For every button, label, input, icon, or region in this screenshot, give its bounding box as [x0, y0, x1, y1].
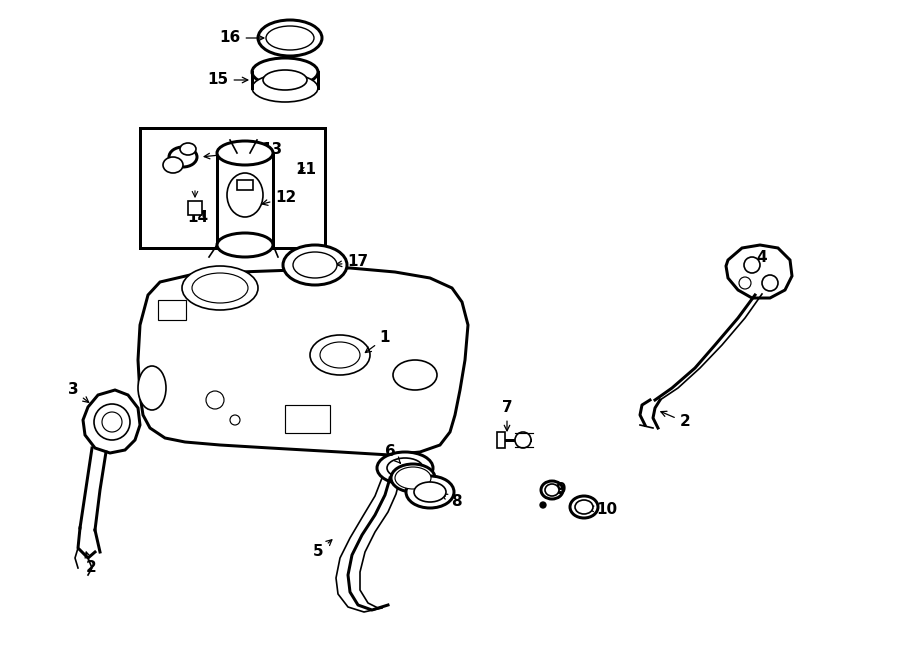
Ellipse shape: [575, 500, 593, 514]
Text: 14: 14: [187, 210, 209, 225]
Ellipse shape: [163, 157, 183, 173]
Ellipse shape: [206, 391, 224, 409]
Ellipse shape: [192, 273, 248, 303]
Text: 11: 11: [295, 163, 317, 178]
Ellipse shape: [283, 245, 347, 285]
Bar: [158, 300, 186, 320]
Text: 1: 1: [365, 330, 391, 352]
Ellipse shape: [169, 147, 197, 167]
Ellipse shape: [393, 360, 437, 390]
Text: 9: 9: [555, 483, 566, 498]
Text: 4: 4: [748, 249, 768, 270]
Ellipse shape: [252, 74, 318, 102]
Text: 13: 13: [204, 143, 283, 159]
Text: 2: 2: [86, 552, 96, 576]
Ellipse shape: [263, 70, 307, 90]
Polygon shape: [83, 390, 140, 453]
Ellipse shape: [570, 496, 598, 518]
Ellipse shape: [398, 469, 428, 487]
Ellipse shape: [414, 482, 446, 502]
Ellipse shape: [387, 458, 423, 478]
Ellipse shape: [94, 404, 130, 440]
Ellipse shape: [102, 412, 122, 432]
Bar: [188, 201, 202, 215]
Text: 8: 8: [442, 494, 462, 510]
Ellipse shape: [540, 502, 546, 508]
Ellipse shape: [739, 277, 751, 289]
PathPatch shape: [138, 268, 468, 455]
Ellipse shape: [545, 484, 559, 496]
Ellipse shape: [217, 141, 273, 165]
Ellipse shape: [258, 20, 322, 56]
Text: 3: 3: [68, 383, 89, 403]
Bar: [285, 405, 330, 433]
Text: 16: 16: [220, 30, 264, 46]
Ellipse shape: [541, 481, 563, 499]
Ellipse shape: [320, 342, 360, 368]
Polygon shape: [726, 245, 792, 298]
Text: 10: 10: [589, 502, 617, 518]
Text: 5: 5: [312, 540, 332, 559]
Ellipse shape: [182, 266, 258, 310]
Bar: [140, 128, 325, 248]
Ellipse shape: [762, 275, 778, 291]
Text: 6: 6: [384, 444, 400, 463]
Ellipse shape: [310, 335, 370, 375]
Ellipse shape: [377, 452, 433, 484]
Text: 17: 17: [336, 254, 369, 270]
Ellipse shape: [180, 143, 196, 155]
Ellipse shape: [391, 464, 435, 492]
Bar: [237, 180, 253, 190]
Ellipse shape: [293, 252, 337, 278]
Ellipse shape: [252, 58, 318, 86]
Ellipse shape: [744, 257, 760, 273]
Ellipse shape: [406, 476, 454, 508]
Text: 2: 2: [661, 411, 690, 430]
Text: 15: 15: [207, 73, 248, 87]
Ellipse shape: [138, 366, 166, 410]
Ellipse shape: [266, 26, 314, 50]
Text: 12: 12: [262, 190, 297, 206]
Text: 7: 7: [501, 401, 512, 431]
Ellipse shape: [230, 415, 240, 425]
Ellipse shape: [515, 432, 531, 448]
Ellipse shape: [227, 173, 263, 217]
Bar: [497, 432, 505, 448]
Ellipse shape: [217, 233, 273, 257]
Ellipse shape: [395, 467, 431, 489]
